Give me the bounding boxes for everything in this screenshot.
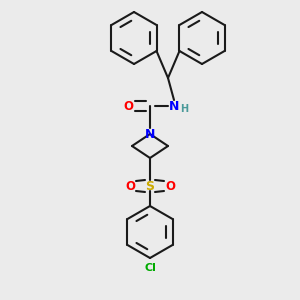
Text: Cl: Cl [144,263,156,273]
Text: O: O [123,100,133,112]
Text: N: N [145,128,155,140]
Text: O: O [165,179,175,193]
Text: O: O [125,179,135,193]
Text: H: H [180,104,188,114]
Text: N: N [169,100,179,112]
Text: S: S [146,179,154,193]
